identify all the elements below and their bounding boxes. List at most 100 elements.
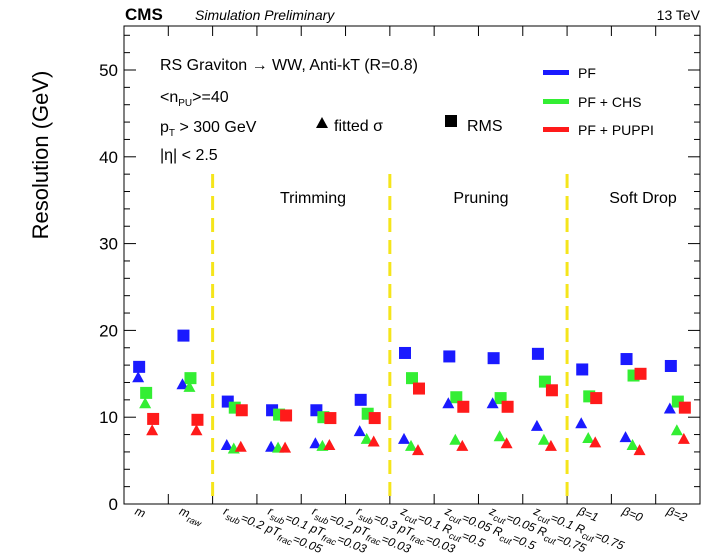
fitted-sigma-point bbox=[367, 435, 380, 447]
fitted-sigma-label: fitted σ bbox=[334, 118, 383, 135]
energy-label: 13 TeV bbox=[657, 7, 701, 23]
legend-swatch-pf bbox=[543, 70, 569, 75]
fitted-sigma-point bbox=[234, 440, 247, 452]
fitted-sigma-point bbox=[405, 439, 417, 451]
fitted-sigma-point bbox=[442, 397, 455, 409]
rms-point bbox=[531, 347, 544, 360]
legend: PF PF + CHS PF + PUPPI bbox=[543, 65, 654, 138]
pt-cut-annotation: pT > 300 GeV bbox=[160, 119, 257, 139]
rms-point bbox=[664, 359, 677, 372]
rms-point bbox=[487, 352, 500, 365]
rms-point bbox=[501, 400, 514, 413]
fitted-sigma-point bbox=[670, 424, 683, 436]
fitted-sigma-point bbox=[190, 424, 203, 436]
fitted-sigma-point bbox=[449, 433, 462, 445]
data-points bbox=[132, 329, 691, 456]
fitted-sigma-point bbox=[176, 378, 189, 390]
annotations: RS Graviton → WW, Anti-kT (R=0.8) <nPU>=… bbox=[160, 57, 503, 164]
fitted-sigma-point bbox=[633, 444, 646, 456]
y-tick-label: 40 bbox=[99, 148, 118, 167]
rms-point bbox=[177, 329, 190, 342]
legend-label-pf-chs: PF + CHS bbox=[578, 94, 641, 110]
fitted-sigma-point bbox=[500, 437, 513, 449]
rms-point bbox=[590, 392, 603, 405]
legend-swatch-pf-chs bbox=[543, 99, 569, 104]
section-pruning: Pruning bbox=[453, 190, 508, 207]
y-tick-label: 10 bbox=[99, 408, 118, 427]
rms-point bbox=[620, 353, 633, 366]
axes: 0 10 20 30 40 50 bbox=[99, 26, 701, 514]
rms-point bbox=[280, 409, 293, 422]
legend-swatch-pf-puppi bbox=[543, 127, 569, 132]
process-annotation: RS Graviton → WW, Anti-kT (R=0.8) bbox=[160, 57, 418, 74]
fitted-sigma-point bbox=[582, 432, 595, 444]
rms-point bbox=[235, 404, 248, 417]
fitted-sigma-point bbox=[530, 419, 543, 431]
rms-point bbox=[399, 346, 411, 359]
fitted-sigma-point bbox=[456, 439, 469, 451]
y-tick-label: 20 bbox=[99, 321, 118, 340]
fitted-sigma-point bbox=[589, 436, 602, 448]
rms-point bbox=[545, 384, 558, 397]
section-trimming: Trimming bbox=[280, 190, 346, 207]
fitted-sigma-point bbox=[353, 425, 366, 437]
eta-cut-annotation: |η| < 2.5 bbox=[160, 147, 218, 164]
x-category-label: mraw bbox=[176, 504, 206, 529]
rms-point bbox=[140, 386, 153, 399]
y-tick-label: 0 bbox=[109, 495, 118, 514]
plot-frame bbox=[123, 25, 701, 505]
cms-label: CMS bbox=[125, 5, 163, 24]
square-marker-icon bbox=[445, 115, 457, 127]
pileup-annotation: <nPU>=40 bbox=[160, 89, 229, 109]
fitted-sigma-point bbox=[544, 439, 557, 451]
fitted-sigma-point bbox=[677, 432, 690, 444]
rms-point bbox=[191, 413, 204, 426]
rms-point bbox=[147, 412, 160, 425]
legend-label-pf-puppi: PF + PUPPI bbox=[578, 122, 654, 138]
legend-label-pf: PF bbox=[578, 65, 596, 81]
fitted-sigma-point bbox=[183, 380, 196, 392]
fitted-sigma-point bbox=[398, 432, 410, 444]
triangle-marker-icon bbox=[316, 117, 328, 128]
fitted-sigma-point bbox=[663, 402, 676, 414]
rms-point bbox=[634, 367, 647, 380]
rms-point bbox=[413, 382, 425, 395]
rms-point bbox=[457, 400, 470, 413]
x-category-label: β=0 bbox=[619, 503, 645, 524]
fitted-sigma-point bbox=[575, 417, 588, 429]
rms-point bbox=[576, 363, 589, 376]
rms-point bbox=[368, 412, 381, 425]
rms-point bbox=[184, 372, 197, 385]
fitted-sigma-point bbox=[486, 397, 499, 409]
x-category-label: zcut=0.05 Rcut=0.5 bbox=[441, 503, 538, 555]
fitted-sigma-point bbox=[309, 437, 322, 449]
x-category-label: β=2 bbox=[664, 503, 690, 524]
rms-label: RMS bbox=[467, 118, 503, 135]
rms-point bbox=[324, 412, 337, 425]
rms-point bbox=[133, 360, 146, 373]
x-category-label: m bbox=[133, 504, 148, 521]
fitted-sigma-point bbox=[132, 371, 145, 383]
rms-point bbox=[406, 372, 418, 385]
fitted-sigma-point bbox=[412, 444, 424, 456]
fitted-sigma-point bbox=[220, 438, 233, 450]
fitted-sigma-point bbox=[626, 438, 639, 450]
fitted-sigma-point bbox=[279, 441, 292, 453]
simulation-status: Simulation Preliminary bbox=[195, 7, 335, 23]
y-tick-label: 50 bbox=[99, 61, 118, 80]
y-axis-label: Resolution (GeV) bbox=[28, 71, 53, 240]
fitted-sigma-point bbox=[619, 431, 632, 443]
fitted-sigma-point bbox=[323, 438, 336, 450]
rms-point bbox=[678, 401, 691, 414]
section-dividers bbox=[211, 174, 569, 504]
rms-point bbox=[354, 393, 367, 406]
fitted-sigma-point bbox=[146, 424, 159, 436]
fitted-sigma-point bbox=[537, 433, 550, 445]
rms-point bbox=[450, 391, 463, 404]
fitted-sigma-point bbox=[139, 397, 152, 409]
fitted-sigma-point bbox=[493, 430, 506, 442]
fitted-sigma-point bbox=[360, 432, 373, 444]
y-tick-label: 30 bbox=[99, 235, 118, 254]
